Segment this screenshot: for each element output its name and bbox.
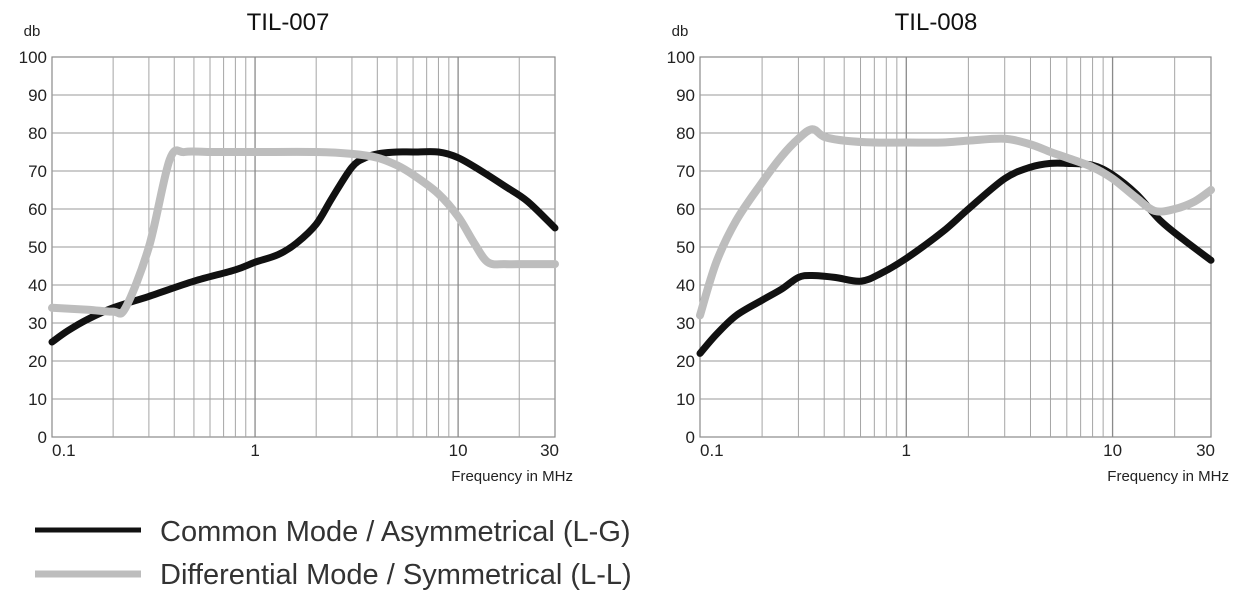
y-tick-label: 30 [28,314,47,333]
x-tick-label: 1 [250,441,259,460]
x-tick-label: 0.1 [52,441,76,460]
y-tick-label: 0 [38,428,47,447]
x-tick-label: 30 [1196,441,1215,460]
series-line-differential-mode [696,125,1215,320]
x-tick-label: 10 [1103,441,1122,460]
y-tick-label: 40 [676,276,695,295]
y-tick-label: 20 [676,352,695,371]
y-tick-label: 50 [28,238,47,257]
y-tick-label: 10 [676,390,695,409]
x-tick-label: 0.1 [700,441,724,460]
y-tick-label: 40 [28,276,47,295]
x-tick-label: 10 [449,441,468,460]
y-tick-label: 100 [19,48,47,67]
x-axis-label: Frequency in MHz [451,468,573,485]
y-tick-label: 30 [676,314,695,333]
y-tick-label: 0 [686,428,695,447]
series-line-differential-mode [48,146,559,318]
y-axis-label: db [24,23,41,40]
y-tick-label: 80 [676,124,695,143]
y-tick-label: 90 [676,86,695,105]
y-tick-label: 70 [676,162,695,181]
y-tick-label: 10 [28,390,47,409]
y-tick-label: 50 [676,238,695,257]
x-tick-label: 30 [540,441,559,460]
y-tick-label: 60 [676,200,695,219]
x-tick-label: 1 [902,441,911,460]
x-axis-label: Frequency in MHz [1107,468,1229,485]
y-tick-label: 60 [28,200,47,219]
chart-title: TIL-007 [247,9,330,36]
y-tick-label: 70 [28,162,47,181]
series-line-common-mode [48,148,559,346]
chart-2: 0 10 20 30 40 50 60 70 80 90 100 0.1 1 10 30 Frequency … [667,9,1229,485]
y-tick-label: 20 [28,352,47,371]
y-tick-label: 80 [28,124,47,143]
y-tick-label: 90 [28,86,47,105]
y-tick-label: 100 [667,48,695,67]
chart-1: 0 10 20 30 40 50 60 70 80 90 100 0.1 1 10 30 Frequency … [19,9,573,485]
chart-title: TIL-008 [895,9,978,36]
y-axis-label: db [672,23,689,40]
